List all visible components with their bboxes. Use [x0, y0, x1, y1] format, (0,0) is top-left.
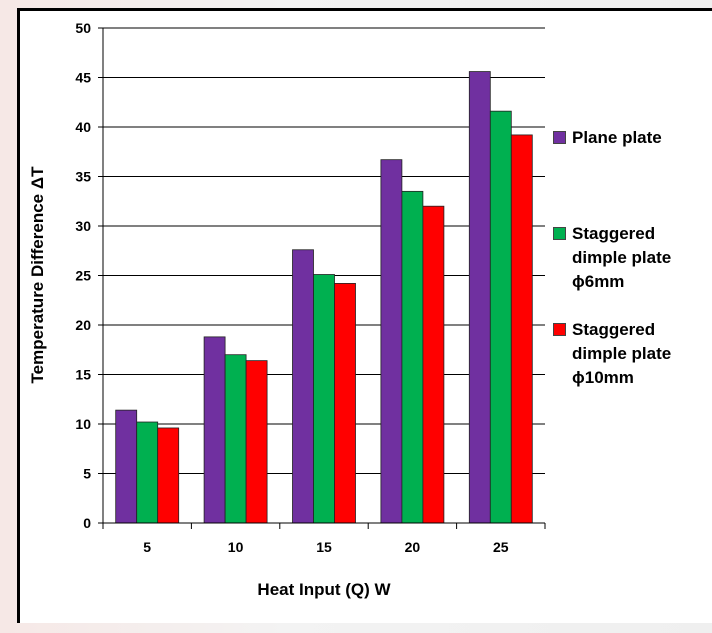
bar [401, 190, 424, 524]
x-tick-labels: 5 10 15 20 25 [102, 523, 546, 555]
x-axis-title: Heat Input (Q) W [257, 580, 391, 599]
y-tick-label: 25 [75, 268, 91, 284]
x-tick-label: 20 [405, 539, 421, 555]
bar [136, 421, 159, 524]
y-tick-label: 35 [75, 169, 91, 185]
bars [115, 71, 533, 524]
bar [468, 71, 491, 524]
legend-label-dimple-10mm: Staggered dimple plate ϕ10mm [572, 320, 672, 387]
legend-item-plane-plate: Plane plate [553, 126, 662, 150]
y-axis-title: Temperature Difference ΔT [28, 166, 47, 384]
bar [510, 134, 533, 524]
bar [224, 354, 247, 524]
y-tick-label: 45 [75, 70, 91, 86]
y-tick-label: 20 [75, 317, 91, 333]
legend-swatch-dimple-10mm [553, 323, 566, 336]
y-tick-label: 30 [75, 218, 91, 234]
bar [313, 274, 335, 524]
y-tick-label: 15 [75, 367, 91, 383]
x-tick-label: 5 [143, 539, 151, 555]
x-tick-label: 15 [316, 539, 332, 555]
bar [489, 110, 512, 524]
bar [422, 205, 445, 524]
legend-item-dimple-10mm: Staggered dimple plate ϕ10mm [553, 318, 671, 390]
legend-label-dimple-6mm: Staggered dimple plate ϕ6mm [572, 224, 672, 291]
legend: Plane plate Staggered dimple plate ϕ6mm … [553, 0, 712, 633]
y-tick-label: 10 [75, 416, 91, 432]
bar [115, 409, 138, 524]
y-tick-label: 0 [83, 515, 91, 531]
bar [380, 159, 403, 524]
bar [245, 360, 268, 524]
bar [157, 427, 180, 524]
legend-item-dimple-6mm: Staggered dimple plate ϕ6mm [553, 222, 671, 294]
y-tick-label: 50 [75, 20, 91, 36]
legend-label-plane-plate: Plane plate [572, 128, 662, 147]
bar [292, 249, 314, 524]
x-tick-label: 10 [228, 539, 244, 555]
bar [334, 283, 356, 524]
legend-swatch-plane-plate [553, 131, 566, 144]
y-tick-labels: 0 5 10 15 20 25 30 35 40 45 50 [75, 20, 103, 531]
legend-swatch-dimple-6mm [553, 227, 566, 240]
x-tick-label: 25 [493, 539, 509, 555]
y-tick-label: 5 [83, 466, 91, 482]
y-tick-label: 40 [75, 119, 91, 135]
bar [203, 336, 226, 524]
